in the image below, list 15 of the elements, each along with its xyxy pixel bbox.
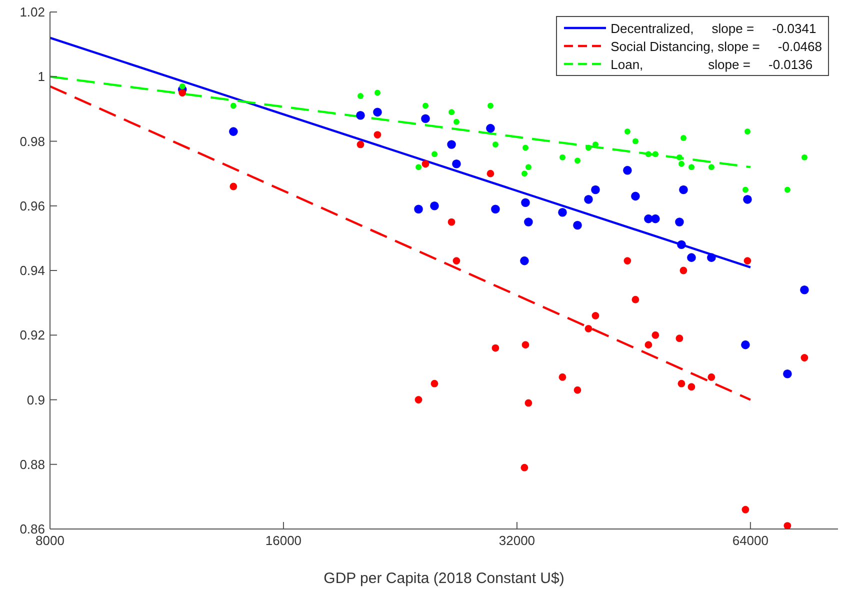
x-tick-label: 64000 (732, 533, 769, 548)
legend-label: Loan, slope = -0.0136 (610, 56, 813, 72)
y-tick-label: 0.96 (20, 198, 45, 214)
y-tick-label: 0.88 (20, 456, 45, 472)
x-tick-label: 32000 (498, 533, 536, 548)
legend-label: Decentralized, slope = -0.0341 (610, 20, 816, 36)
y-tick-label: 0.92 (20, 328, 45, 343)
y-tick-label: 0.9 (26, 392, 45, 408)
y-tick-label: 1 (38, 69, 45, 84)
x-tick-label: 16000 (265, 533, 302, 548)
y-tick-label: 1.02 (20, 4, 45, 20)
y-tick-label: 0.98 (20, 134, 45, 149)
legend-label: Social Distancing, slope = -0.0468 (610, 38, 822, 54)
y-tick-label: 0.94 (20, 263, 45, 278)
x-axis-title: GDP per Capita (2018 Constant U$) (324, 570, 564, 587)
